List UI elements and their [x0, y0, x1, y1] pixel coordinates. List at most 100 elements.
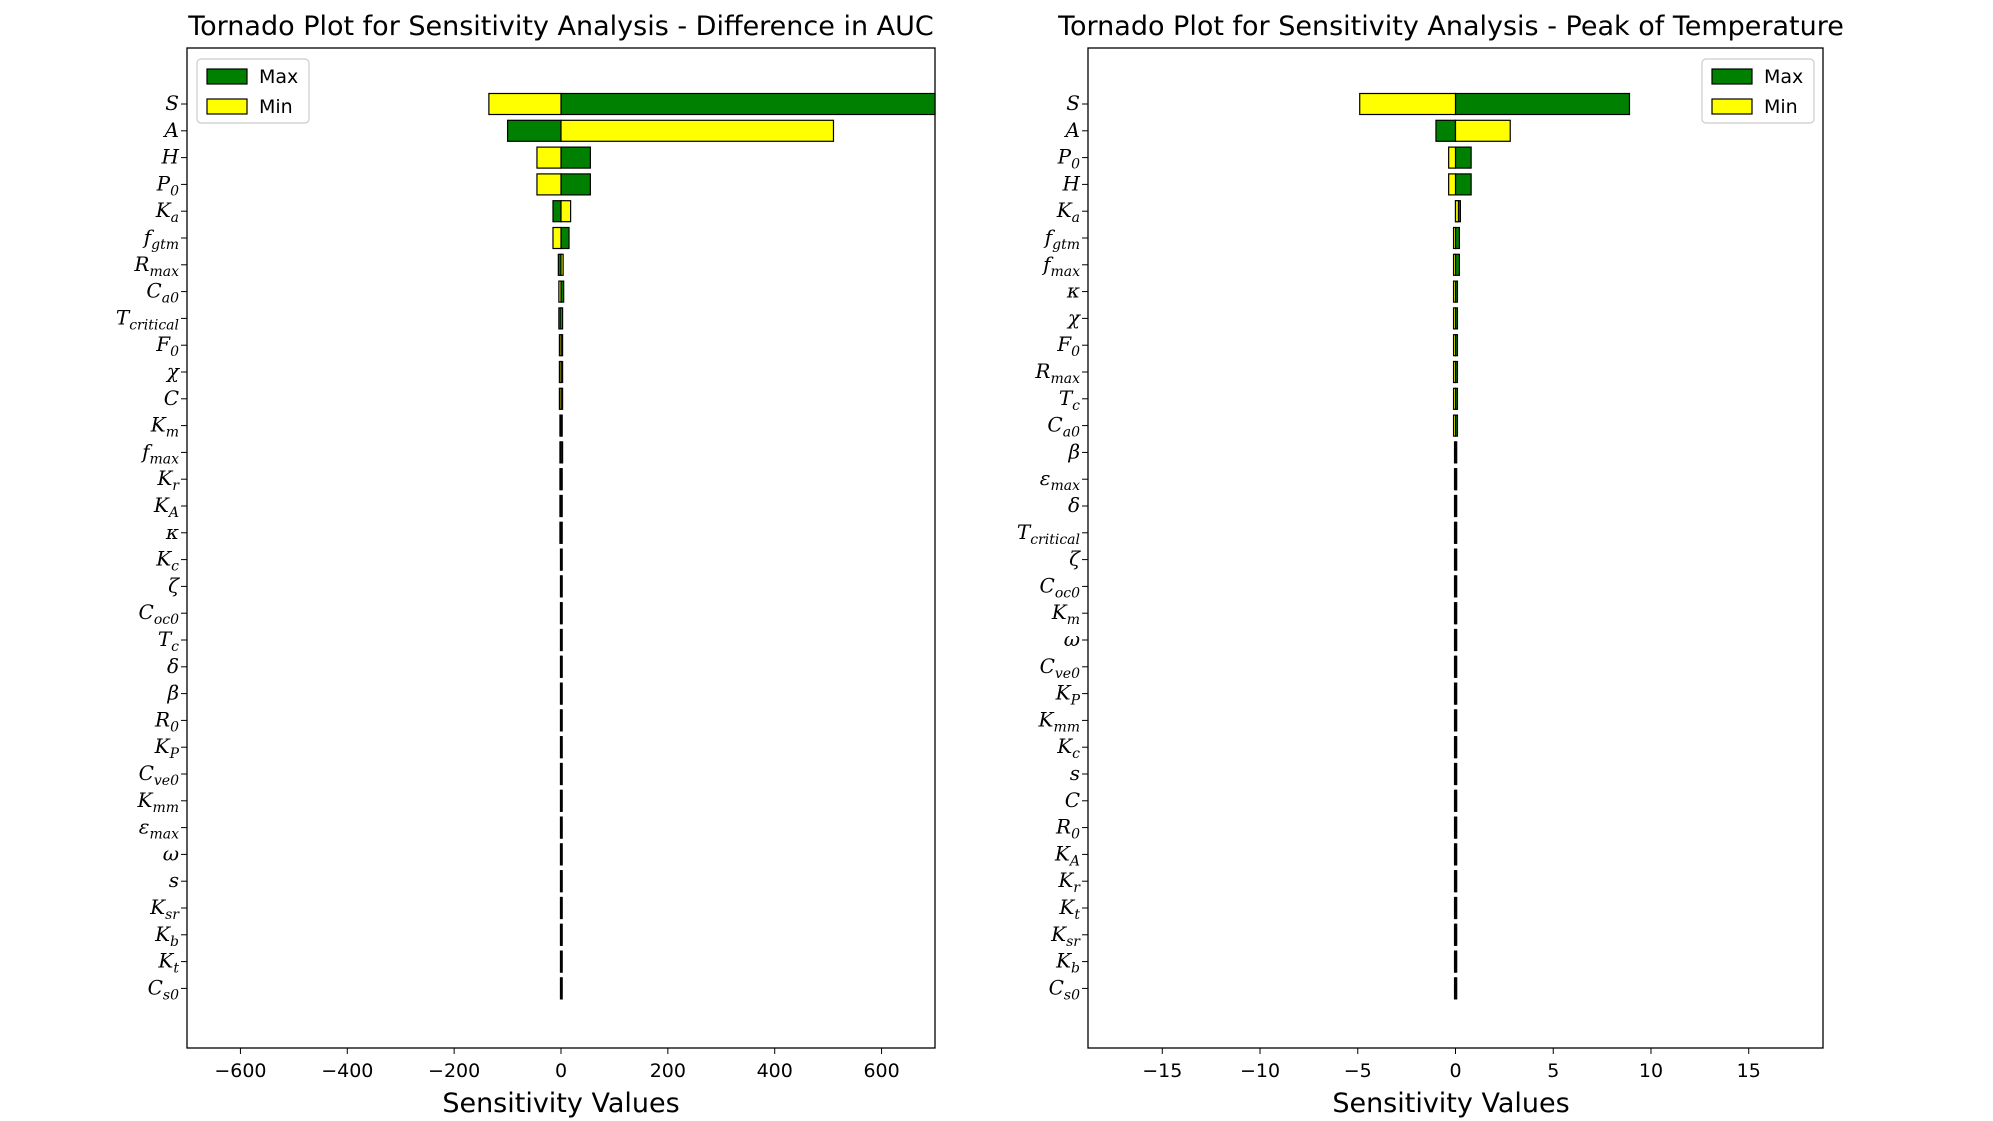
bar-min [559, 548, 563, 571]
bar-min [1453, 950, 1457, 973]
y-tick-label: Km [1051, 600, 1080, 628]
y-tick-label: F0 [1056, 332, 1080, 360]
bar-min [559, 870, 563, 893]
y-tick-label: Ka [1056, 198, 1080, 226]
bar-min [552, 226, 562, 250]
legend-label-max: Max [1764, 66, 1803, 88]
x-tick-label: 600 [863, 1060, 899, 1082]
bar-max [560, 92, 936, 116]
bar-min [1453, 468, 1457, 491]
x-tick-label: −200 [428, 1060, 480, 1082]
bar-min [1453, 843, 1457, 866]
y-tick-label: Ksr [1050, 922, 1081, 950]
y-tick-label: κ [1066, 279, 1080, 303]
bar-min [559, 816, 563, 839]
y-tick-label: ω [1064, 627, 1080, 651]
y-tick-label: A [1064, 118, 1080, 142]
bar-max [1454, 173, 1472, 196]
y-tick-label: Kmm [1037, 707, 1080, 735]
y-tick-label: ω [163, 841, 179, 865]
y-tick-label: Rmax [133, 252, 179, 280]
bar-min [559, 896, 563, 920]
y-tick-label: fmax [1041, 252, 1080, 280]
y-tick-label: S [165, 91, 179, 115]
y-tick-label: A [163, 118, 179, 142]
bar-min [536, 173, 562, 196]
y-tick-label: Ksr [149, 895, 180, 923]
legend-label-min: Min [1764, 96, 1798, 118]
y-tick-label: Tcritical [116, 305, 179, 333]
legend-label-max: Max [259, 66, 298, 88]
bar-min [1453, 762, 1457, 786]
bar-min [536, 146, 562, 169]
bar-min [560, 253, 564, 276]
y-tick-label: Coc0 [1040, 573, 1081, 601]
bar-min [558, 387, 562, 410]
bar-min [558, 280, 562, 303]
legend-swatch-max [206, 68, 248, 85]
bar-max [560, 146, 591, 169]
legend: Max Min [196, 58, 310, 124]
bar-min [559, 521, 562, 544]
y-tick-label: β [166, 681, 179, 705]
y-tick-label: s [1070, 761, 1080, 785]
y-tick-label: S [1066, 91, 1080, 115]
bar-min [1453, 736, 1457, 759]
x-tick-label: 0 [555, 1060, 567, 1082]
x-tick-label: −400 [321, 1060, 373, 1082]
y-tick-label: χ [165, 359, 181, 383]
bar-min [560, 414, 563, 437]
bar-min [559, 950, 563, 973]
y-tick-label: κ [165, 520, 179, 544]
y-tick-label: Km [150, 413, 179, 441]
bar-min [559, 575, 563, 598]
bar-min [559, 709, 563, 732]
y-tick-label: Ka [155, 198, 179, 226]
bar-min [560, 200, 572, 223]
bar-max [560, 226, 570, 250]
bar-max [552, 200, 562, 223]
x-tick-label: 200 [650, 1060, 686, 1082]
y-tick-label: P0 [156, 171, 179, 199]
bar-min [559, 655, 563, 678]
bar-min [1453, 682, 1457, 705]
legend-label-min: Min [259, 96, 293, 118]
y-tick-label: δ [1068, 493, 1080, 517]
bar-min [1453, 441, 1457, 464]
bar-min [488, 92, 562, 116]
bar-min [559, 682, 563, 705]
bar-min [1448, 173, 1457, 196]
bar-min [1453, 870, 1457, 893]
y-tick-label: δ [167, 654, 179, 678]
bar-min [559, 789, 563, 812]
chart-peak-temperature: Tornado Plot for Sensitivity Analysis - … [1017, 11, 1844, 1119]
bar-min [1452, 280, 1457, 303]
y-tick-label: fgtm [142, 225, 179, 253]
x-tick-label: −600 [214, 1060, 266, 1082]
y-tick-label: Kt [1058, 895, 1080, 923]
y-tick-label: ζ [168, 573, 180, 597]
chart-title: Tornado Plot for Sensitivity Analysis - … [187, 11, 933, 42]
y-tick-label: Coc0 [139, 600, 180, 628]
y-tick-label: fgtm [1043, 225, 1080, 253]
y-tick-label: ζ [1069, 547, 1081, 571]
legend: Max Min [1701, 58, 1815, 124]
y-tick-label: fmax [140, 439, 179, 467]
bar-min [559, 762, 563, 786]
y-tick-label: Kr [156, 466, 180, 494]
bar-min [1452, 387, 1457, 410]
bar-min [1453, 816, 1457, 839]
y-tick-label: Kmm [136, 788, 179, 816]
bar-min [560, 307, 564, 330]
y-tick-label: Kb [154, 922, 179, 950]
bar-min [1452, 334, 1457, 357]
bar-min [558, 360, 562, 384]
y-tick-label: KP [1055, 681, 1081, 709]
bar-min [559, 441, 562, 464]
y-tick-label: Tcritical [1017, 520, 1080, 548]
bar-min [1454, 200, 1460, 223]
bar-min [1453, 655, 1457, 678]
bar-min [558, 334, 562, 357]
x-tick-label: −10 [1240, 1060, 1280, 1082]
y-tick-label: Cve0 [1040, 654, 1081, 682]
